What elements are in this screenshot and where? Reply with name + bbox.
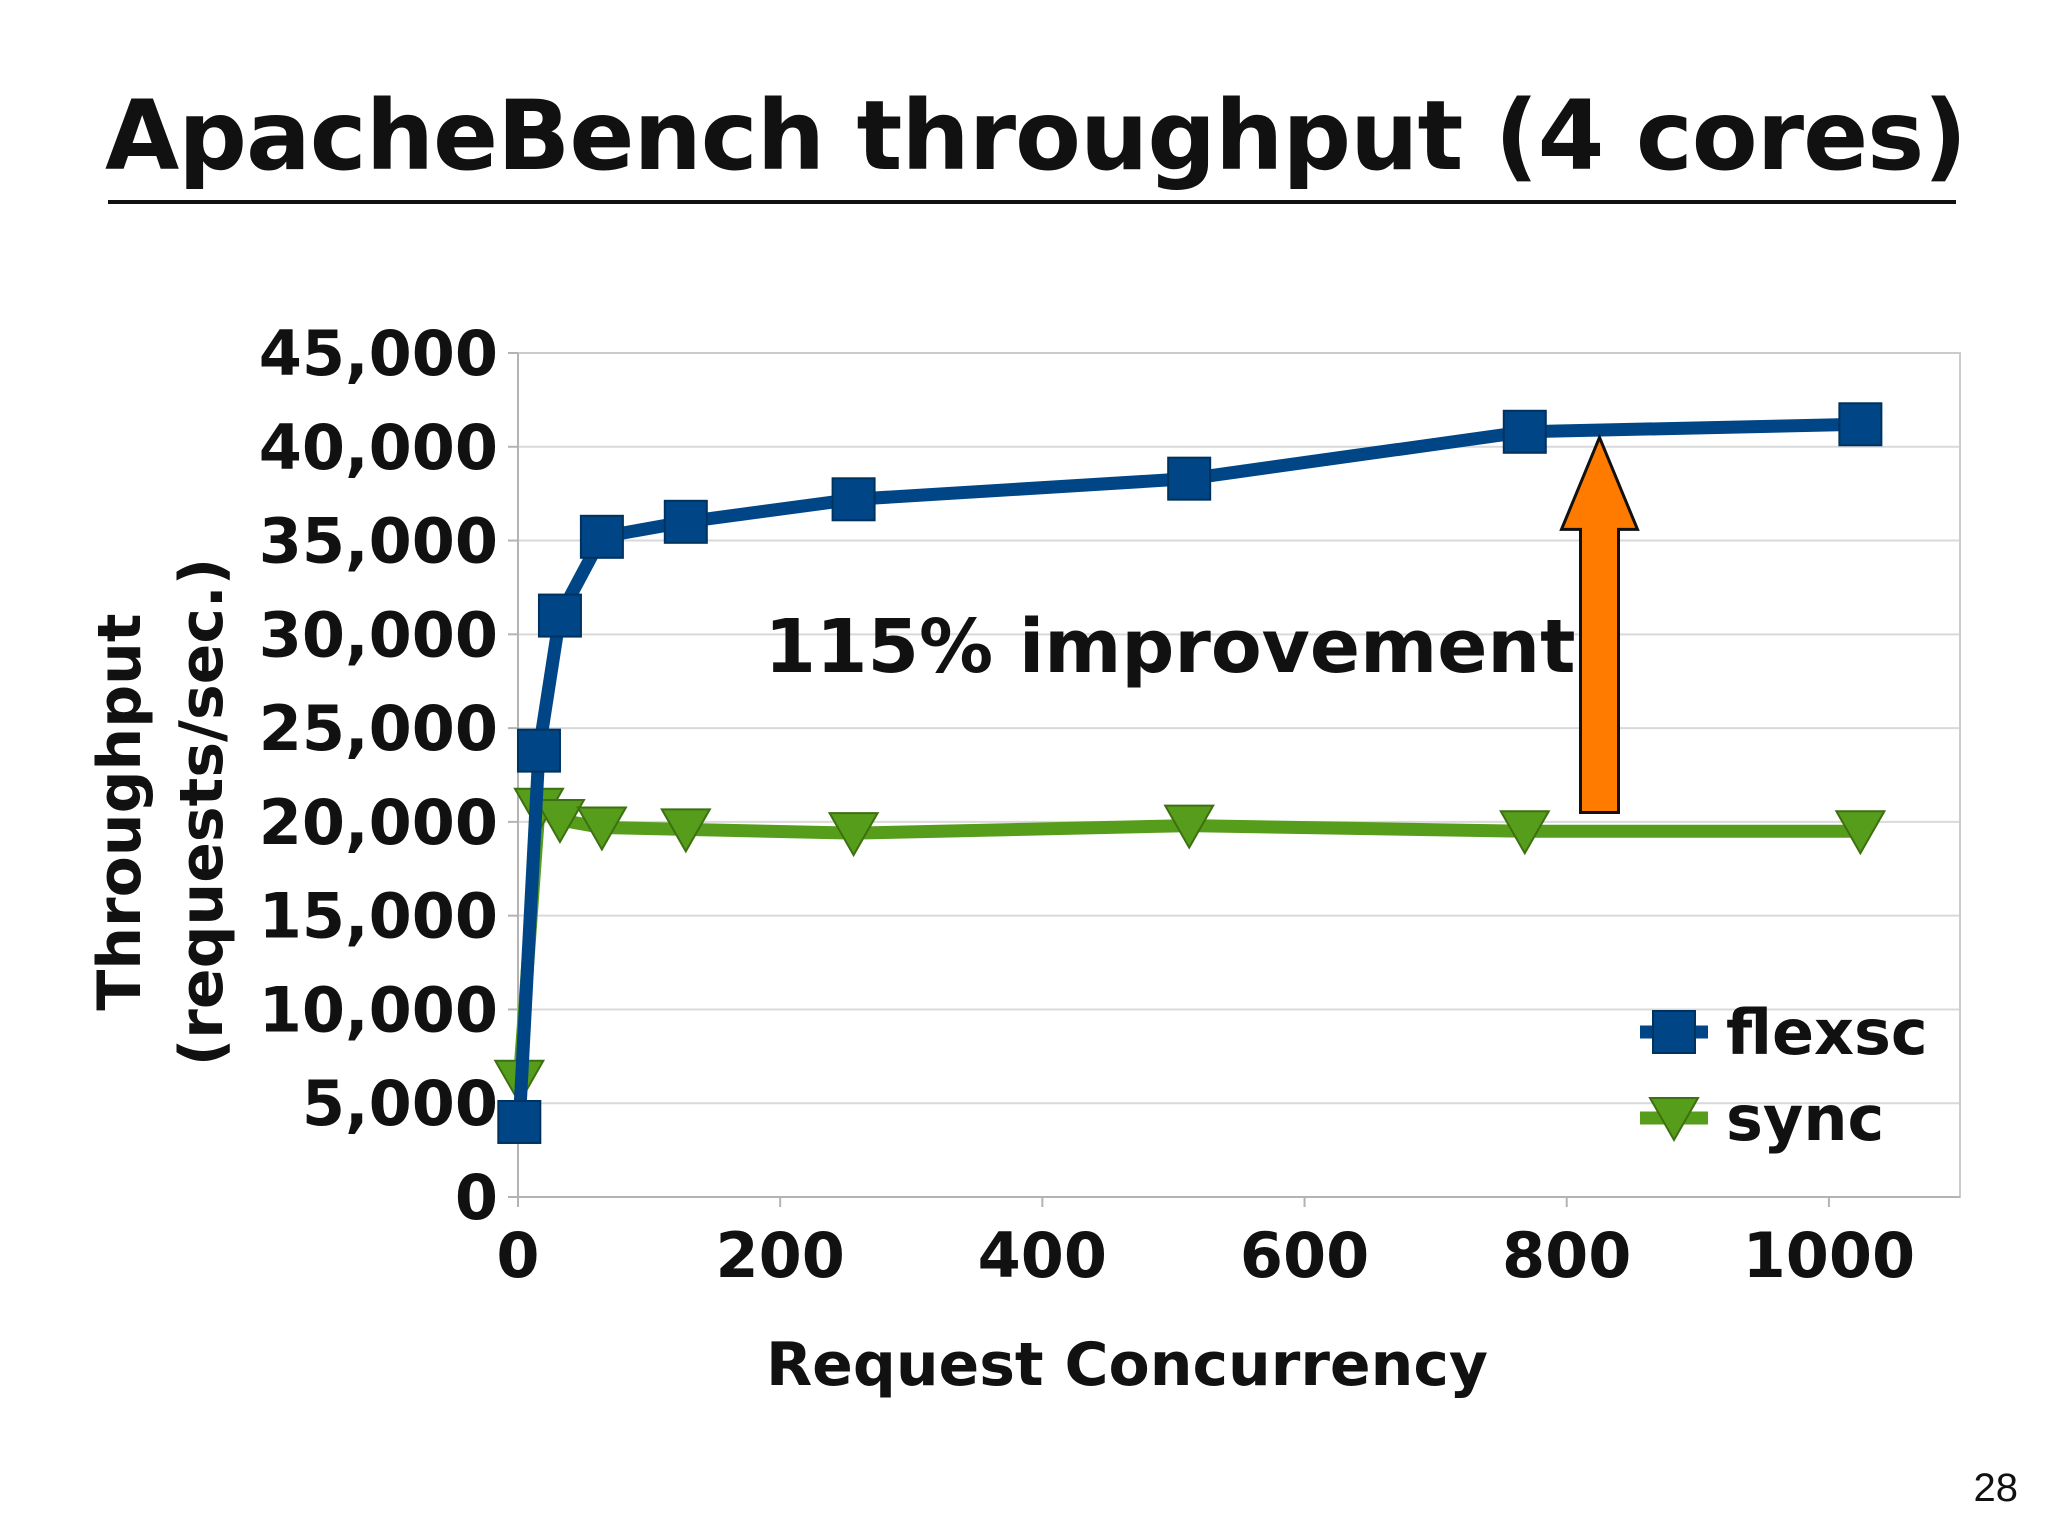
point-sync-7 [1499, 810, 1551, 856]
series-sync [493, 787, 1887, 1105]
legend-swatch-marker-sync [1648, 1097, 1700, 1143]
point-sync-2 [534, 799, 586, 845]
legend-item-sync: sync [1640, 1082, 1884, 1155]
annotation-text: 115% improvement [765, 604, 1576, 690]
x-tick-label-2: 400 [978, 1219, 1107, 1292]
data-series [493, 402, 1887, 1144]
point-sync-5 [827, 812, 880, 858]
point-flexsc-3 [579, 514, 624, 559]
x-tick-label-5: 1000 [1743, 1219, 1916, 1292]
legend-item-flexsc: flexsc [1640, 996, 1928, 1069]
axes [508, 352, 1960, 1207]
plot-frame [517, 352, 1961, 1198]
point-flexsc-2 [537, 593, 582, 638]
point-flexsc-0 [497, 1099, 542, 1144]
point-sync-3 [576, 806, 628, 852]
improvement-arrow [1559, 433, 1640, 815]
series-flexsc [497, 402, 1883, 1144]
point-sync-8 [1834, 810, 1887, 856]
point-flexsc-8 [1838, 402, 1883, 447]
y-tick-label-0: 0 [455, 1161, 498, 1234]
point-flexsc-7 [1502, 409, 1547, 454]
y-tick-label-6: 30,000 [259, 598, 498, 671]
x-tick-label-0: 0 [496, 1219, 539, 1292]
y-tick-label-4: 20,000 [259, 786, 498, 859]
y-tick-label-2: 10,000 [259, 973, 498, 1046]
annotation: 115% improvement [765, 433, 1640, 815]
point-flexsc-6 [1167, 456, 1212, 501]
y-tick-label-9: 45,000 [259, 317, 498, 390]
legend-label-flexsc: flexsc [1726, 996, 1928, 1069]
point-sync-4 [660, 808, 712, 854]
point-flexsc-1 [516, 728, 561, 773]
title-divider [108, 200, 1956, 204]
x-tick-label-1: 200 [715, 1219, 844, 1292]
y-axis-label-line1: Throughput [85, 613, 155, 1010]
legend: flexsc sync [1640, 996, 1928, 1155]
y-axis-label: Throughput (requests/sec.) [85, 558, 237, 1066]
y-tick-label-5: 25,000 [259, 692, 498, 765]
x-tick-label-4: 800 [1502, 1219, 1631, 1292]
x-axis-label: Request Concurrency [766, 1330, 1488, 1400]
x-tick-label-3: 600 [1240, 1219, 1369, 1292]
grid-lines [518, 352, 1960, 1105]
y-tick-labels: 0 5,000 10,000 15,000 20,000 25,000 30,000 35,0… [259, 317, 498, 1234]
y-axis-label-line2: (requests/sec.) [167, 558, 237, 1066]
slide-title: ApacheBench throughput (4 cores) [105, 80, 1967, 192]
legend-swatch-marker-flexsc [1652, 1010, 1696, 1054]
point-flexsc-4 [663, 499, 708, 544]
y-tick-label-1: 5,000 [302, 1067, 498, 1140]
point-sync-6 [1163, 804, 1215, 850]
point-flexsc-5 [831, 477, 876, 522]
legend-label-sync: sync [1726, 1082, 1884, 1155]
y-tick-label-3: 15,000 [259, 880, 498, 953]
y-tick-label-7: 35,000 [259, 505, 498, 578]
x-tick-labels: 0 200 400 600 800 1000 [496, 1219, 1915, 1292]
page-number: 28 [1973, 1466, 2019, 1510]
y-tick-label-8: 40,000 [259, 411, 498, 484]
